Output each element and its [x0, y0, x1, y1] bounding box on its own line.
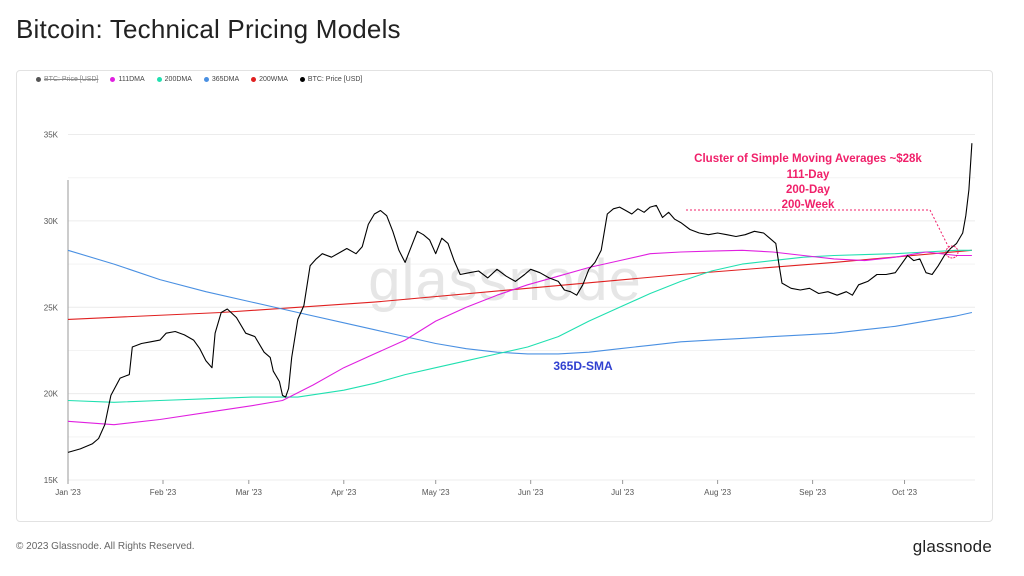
x-tick-label: Feb '23	[150, 488, 177, 497]
legend-dot-icon	[156, 77, 162, 82]
legend-label: 200DMA	[164, 76, 192, 83]
legend-dot-icon	[203, 77, 209, 82]
legend-dot-icon	[36, 77, 41, 82]
cluster-annotation-line: 200-Week	[782, 199, 835, 211]
y-tick-label: 20K	[44, 390, 59, 399]
x-tick-label: Jan '23	[55, 488, 81, 497]
cluster-annotation-line: Cluster of Simple Moving Averages ~$28k	[694, 153, 922, 165]
x-tick-label: Jun '23	[518, 488, 544, 497]
legend-dot-icon	[110, 77, 116, 82]
page-title: Bitcoin: Technical Pricing Models	[16, 14, 401, 44]
series-line-111dma	[67, 249, 972, 426]
legend-label: 365DMA	[211, 76, 240, 83]
y-tick-label: 35K	[44, 131, 59, 140]
watermark: glassnode	[368, 248, 641, 313]
x-tick-label: Jul '23	[611, 488, 634, 497]
cluster-annotation-line: 111-Day	[787, 169, 830, 181]
x-tick-label: Oct '23	[892, 488, 918, 497]
glassnode-logo: glassnode	[912, 537, 992, 556]
y-tick-label: 25K	[44, 303, 59, 312]
legend-item-200wma[interactable]: 200WMA	[251, 76, 288, 83]
legend-item-111dma[interactable]: 111DMA	[110, 76, 145, 83]
legend-label: 200WMA	[259, 76, 288, 83]
x-tick-label: Aug '23	[704, 488, 731, 497]
series-line-200dma	[67, 249, 972, 403]
legend-item-365dma[interactable]: 365DMA	[203, 76, 240, 83]
chart-panel	[16, 70, 993, 522]
x-tick-label: Mar '23	[236, 488, 263, 497]
y-tick-label: 30K	[44, 217, 59, 226]
x-tick-label: Apr '23	[331, 488, 357, 497]
sma365-annotation: 365D-SMA	[553, 359, 613, 373]
cluster-annotation-line: 200-Day	[786, 184, 831, 196]
chart-legend: BTC: Price [USD] 111DMA 200DMA 365DMA 20…	[36, 76, 362, 83]
series-line-365dma	[67, 249, 973, 355]
legend-dot-icon	[251, 77, 257, 82]
legend-item-btc-price[interactable]: BTC: Price [USD]	[299, 76, 363, 83]
legend-item-200dma[interactable]: 200DMA	[156, 76, 192, 83]
x-tick-label: May '23	[422, 488, 450, 497]
y-tick-label: 15K	[44, 476, 59, 485]
annotation-leader	[686, 209, 951, 251]
legend-dot-icon	[299, 77, 305, 82]
cluster-marker-icon	[945, 245, 959, 259]
legend-label: 111DMA	[118, 76, 145, 83]
legend-label: BTC: Price [USD]	[44, 76, 99, 83]
legend-item-btc-price-hidden[interactable]: BTC: Price [USD]	[36, 76, 98, 83]
x-tick-label: Sep '23	[799, 488, 826, 497]
copyright-text: © 2023 Glassnode. All Rights Reserved.	[16, 541, 195, 552]
series-line-btc-price-usd-	[67, 143, 973, 453]
legend-label: BTC: Price [USD]	[307, 76, 363, 83]
